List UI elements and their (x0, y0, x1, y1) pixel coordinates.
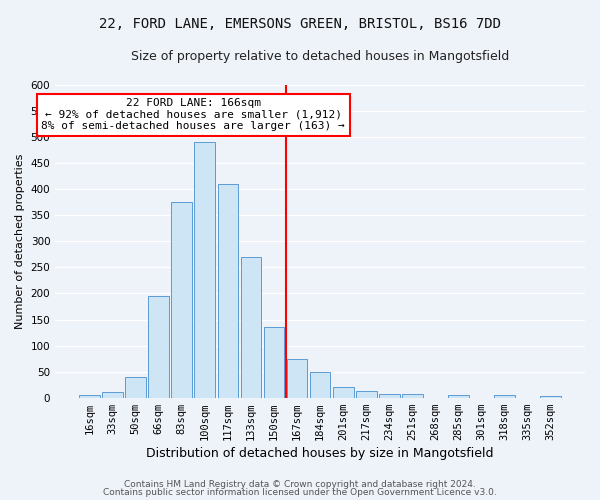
Bar (79, 395, 100, 398)
Bar (102, 392, 123, 398)
Bar (540, 396, 561, 398)
Bar (194, 142, 215, 398)
Bar (402, 394, 422, 398)
Bar (148, 296, 169, 398)
Text: Contains public sector information licensed under the Open Government Licence v3: Contains public sector information licen… (103, 488, 497, 497)
X-axis label: Distribution of detached houses by size in Mangotsfield: Distribution of detached houses by size … (146, 447, 494, 460)
Bar (448, 395, 469, 398)
Bar (333, 388, 353, 398)
Bar (379, 394, 400, 398)
Bar (218, 184, 238, 398)
Text: Contains HM Land Registry data © Crown copyright and database right 2024.: Contains HM Land Registry data © Crown c… (124, 480, 476, 489)
Text: 22 FORD LANE: 166sqm
← 92% of detached houses are smaller (1,912)
8% of semi-det: 22 FORD LANE: 166sqm ← 92% of detached h… (41, 98, 345, 131)
Bar (172, 202, 192, 398)
Title: Size of property relative to detached houses in Mangotsfield: Size of property relative to detached ho… (131, 50, 509, 63)
Bar (310, 372, 331, 398)
Bar (494, 395, 515, 398)
Text: 22, FORD LANE, EMERSONS GREEN, BRISTOL, BS16 7DD: 22, FORD LANE, EMERSONS GREEN, BRISTOL, … (99, 18, 501, 32)
Y-axis label: Number of detached properties: Number of detached properties (15, 154, 25, 329)
Bar (125, 377, 146, 398)
Bar (287, 358, 307, 398)
Bar (263, 328, 284, 398)
Bar (241, 257, 262, 398)
Bar (356, 392, 377, 398)
